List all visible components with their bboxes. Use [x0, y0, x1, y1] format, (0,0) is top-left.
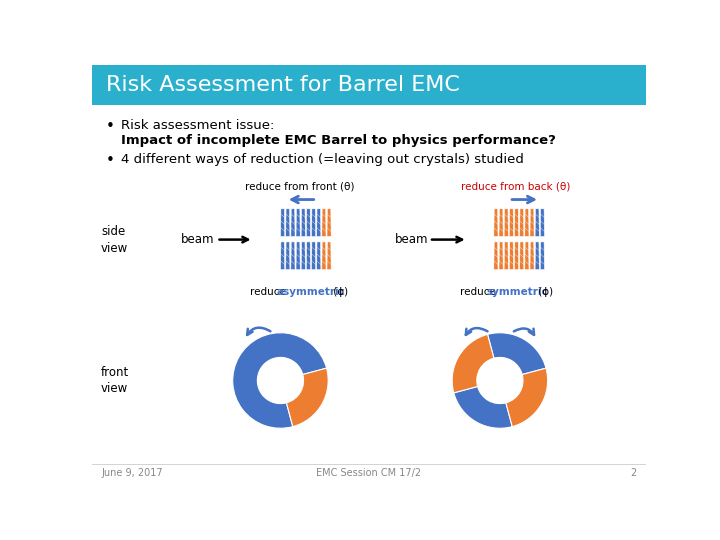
Text: asymmetric: asymmetric: [276, 287, 346, 296]
Text: beam: beam: [395, 233, 428, 246]
Polygon shape: [317, 209, 321, 237]
Polygon shape: [535, 242, 539, 269]
Text: (ϕ): (ϕ): [534, 287, 553, 296]
Polygon shape: [540, 209, 544, 237]
Text: (ϕ): (ϕ): [330, 287, 348, 296]
Polygon shape: [327, 242, 331, 269]
Polygon shape: [504, 242, 508, 269]
Wedge shape: [233, 333, 327, 428]
Polygon shape: [520, 209, 524, 237]
Polygon shape: [327, 209, 331, 237]
Text: Risk Assessment for Barrel EMC: Risk Assessment for Barrel EMC: [106, 75, 459, 95]
Polygon shape: [296, 209, 300, 237]
Polygon shape: [525, 242, 529, 269]
Polygon shape: [312, 209, 315, 237]
Polygon shape: [281, 242, 285, 269]
Polygon shape: [515, 242, 518, 269]
Wedge shape: [287, 368, 328, 427]
Bar: [92, 65, 647, 105]
Text: June 9, 2017: June 9, 2017: [101, 468, 163, 478]
Polygon shape: [286, 209, 290, 237]
Text: Risk assessment issue:: Risk assessment issue:: [121, 119, 274, 132]
Wedge shape: [454, 387, 512, 428]
Polygon shape: [306, 242, 310, 269]
Polygon shape: [291, 209, 295, 237]
Text: symmetric: symmetric: [487, 287, 549, 296]
Polygon shape: [509, 242, 513, 269]
Polygon shape: [296, 242, 300, 269]
Polygon shape: [515, 209, 518, 237]
Text: reduce from back (θ): reduce from back (θ): [461, 182, 570, 192]
Polygon shape: [509, 209, 513, 237]
Polygon shape: [301, 242, 305, 269]
Text: reduce: reduce: [460, 287, 499, 296]
Wedge shape: [506, 368, 548, 427]
Text: Impact of incomplete EMC Barrel to physics performance?: Impact of incomplete EMC Barrel to physi…: [121, 134, 556, 147]
Polygon shape: [301, 209, 305, 237]
Polygon shape: [540, 242, 544, 269]
Polygon shape: [291, 242, 295, 269]
Text: beam: beam: [181, 233, 215, 246]
Text: 2: 2: [631, 468, 637, 478]
Text: front
view: front view: [101, 366, 130, 395]
Polygon shape: [499, 209, 503, 237]
Polygon shape: [525, 209, 529, 237]
Polygon shape: [317, 242, 321, 269]
Polygon shape: [494, 242, 498, 269]
Polygon shape: [306, 209, 310, 237]
Polygon shape: [504, 209, 508, 237]
Text: side
view: side view: [101, 225, 128, 254]
Wedge shape: [452, 334, 494, 393]
Polygon shape: [322, 242, 326, 269]
Polygon shape: [312, 242, 315, 269]
Polygon shape: [281, 209, 285, 237]
Polygon shape: [322, 209, 326, 237]
Polygon shape: [535, 209, 539, 237]
Text: reduce from front (θ): reduce from front (θ): [245, 182, 354, 192]
Polygon shape: [530, 209, 534, 237]
Text: EMC Session CM 17/2: EMC Session CM 17/2: [316, 468, 422, 478]
Polygon shape: [530, 242, 534, 269]
Wedge shape: [487, 333, 546, 375]
Text: •: •: [106, 119, 114, 134]
Text: •: •: [106, 153, 114, 168]
Polygon shape: [499, 242, 503, 269]
Text: reduce: reduce: [250, 287, 289, 296]
Text: 4 different ways of reduction (=leaving out crystals) studied: 4 different ways of reduction (=leaving …: [121, 153, 524, 166]
Polygon shape: [520, 242, 524, 269]
Polygon shape: [286, 242, 290, 269]
Polygon shape: [494, 209, 498, 237]
